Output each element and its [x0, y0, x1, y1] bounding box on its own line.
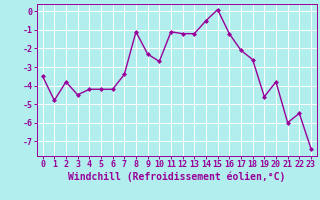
X-axis label: Windchill (Refroidissement éolien,°C): Windchill (Refroidissement éolien,°C) [68, 172, 285, 182]
